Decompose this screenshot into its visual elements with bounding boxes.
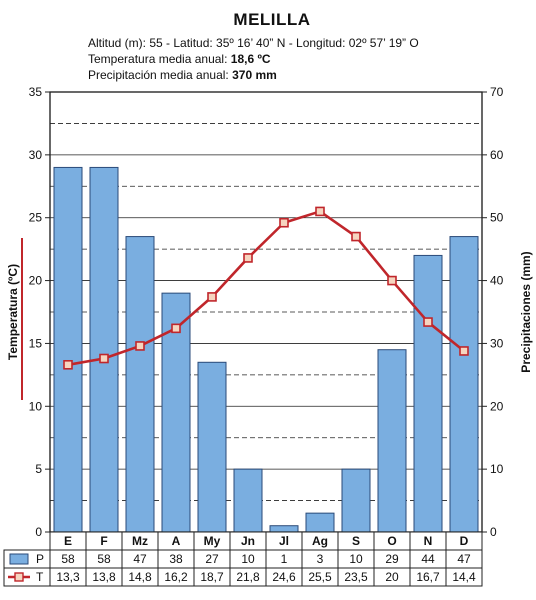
right-tick-label: 40 [490, 274, 504, 288]
precipitation-data-label: 1 [281, 552, 288, 566]
x-tick-label: F [100, 534, 107, 548]
temperature-point [99, 353, 109, 364]
temperature-point [459, 346, 469, 356]
temperature-data-label: 25,5 [308, 570, 332, 584]
x-tick-label: Jn [241, 534, 255, 548]
legend-swatch-precipitation [9, 553, 29, 565]
legend-swatch-temperature-marker [14, 572, 24, 582]
right-tick-label: 0 [490, 525, 497, 539]
precipitation-data-label: 44 [421, 552, 435, 566]
temperature-point [351, 231, 361, 242]
left-tick-label: 20 [29, 274, 43, 288]
x-tick-label: A [172, 534, 181, 548]
annual-temperature-line: Temperatura media anual: 18,6 ºC [88, 52, 271, 66]
legend-label-temperature: T [36, 570, 44, 584]
temperature-point [63, 359, 73, 370]
annual-precipitation-line: Precipitación media anual: 370 mm [88, 68, 277, 82]
x-tick-label: My [204, 534, 221, 548]
temperature-data-label: 14,8 [128, 570, 152, 584]
temperature-row [3, 567, 483, 587]
precipitation-data-label: 47 [133, 552, 147, 566]
temperature-point [387, 275, 397, 286]
bar-precipitation [305, 512, 335, 533]
precipitation-data-label: 3 [317, 552, 324, 566]
temperature-data-label: 16,2 [164, 570, 188, 584]
location-line: Altitud (m): 55 - Latitud: 35º 16’ 40” N… [88, 36, 419, 50]
temperature-point [171, 323, 181, 334]
annual-precipitation-value: 370 mm [232, 68, 277, 82]
precipitation-data-label: 38 [169, 552, 183, 566]
right-tick-label: 50 [490, 211, 504, 225]
bar-precipitation [269, 525, 299, 533]
x-tick-label: Mz [132, 534, 148, 548]
precipitation-data-label: 10 [241, 552, 255, 566]
x-tick-label: S [352, 534, 360, 548]
precipitation-data-label: 27 [205, 552, 219, 566]
right-tick-label: 10 [490, 462, 504, 476]
chart-title: MELILLA [233, 10, 311, 29]
x-tick-label: Jl [279, 534, 289, 548]
bar-precipitation [377, 349, 407, 533]
left-tick-label: 35 [29, 85, 43, 99]
precipitation-data-label: 47 [457, 552, 471, 566]
temperature-data-label: 23,5 [344, 570, 368, 584]
x-tick-label: D [460, 534, 469, 548]
bar-precipitation [233, 468, 263, 533]
annual-temperature-label: Temperatura media anual: [88, 52, 228, 66]
precipitation-data-label: 29 [385, 552, 399, 566]
right-tick-label: 30 [490, 336, 504, 350]
bar-precipitation [341, 468, 371, 533]
legend-label-precipitation: P [36, 552, 44, 566]
left-tick-label: 15 [29, 336, 43, 350]
temperature-point [135, 341, 145, 351]
chart-header: MELILLA Altitud (m): 55 - Latitud: 35º 1… [84, 6, 460, 88]
temperature-point [279, 217, 289, 228]
right-axis-title: Precipitaciones (mm) [519, 251, 533, 372]
right-tick-label: 70 [490, 85, 504, 99]
temperature-point [207, 292, 217, 302]
temperature-line [67, 210, 465, 367]
precipitation-data-label: 58 [61, 552, 75, 566]
temperature-point [243, 253, 253, 263]
temperature-data-label: 13,8 [92, 570, 116, 584]
x-tick-label: O [387, 534, 396, 548]
left-tick-label: 5 [35, 462, 42, 476]
left-tick-label: 0 [35, 525, 42, 539]
temperature-data-label: 14,4 [452, 570, 476, 584]
annual-precipitation-label: Precipitación media anual: [88, 68, 229, 82]
bar-precipitation [413, 254, 443, 533]
temperature-data-label: 20 [385, 570, 399, 584]
bar-precipitation [197, 361, 227, 533]
right-tick-label: 20 [490, 399, 504, 413]
bar-precipitation [125, 236, 155, 533]
bar-precipitation [53, 166, 83, 533]
x-tick-label: N [424, 534, 433, 548]
temperature-data-label: 18,7 [200, 570, 224, 584]
bar-precipitation [89, 166, 119, 533]
left-tick-label: 10 [29, 399, 43, 413]
temperature-data-label: 21,8 [236, 570, 260, 584]
temperature-data-label: 24,6 [272, 570, 296, 584]
bar-precipitation [449, 236, 479, 533]
left-tick-label: 25 [29, 211, 43, 225]
left-axis-title: Temperatura (ºC) [6, 264, 20, 360]
x-tick-label: Ag [312, 534, 328, 548]
temperature-point [315, 206, 325, 217]
temperature-data-label: 13,3 [56, 570, 80, 584]
precipitation-data-label: 58 [97, 552, 111, 566]
x-tick-label: E [64, 534, 72, 548]
temperature-point [423, 317, 433, 327]
temperature-data-label: 16,7 [416, 570, 440, 584]
annual-temperature-value: 18,6 ºC [230, 52, 271, 66]
right-tick-label: 60 [490, 148, 504, 162]
precipitation-data-label: 10 [349, 552, 363, 566]
left-tick-label: 30 [29, 148, 43, 162]
